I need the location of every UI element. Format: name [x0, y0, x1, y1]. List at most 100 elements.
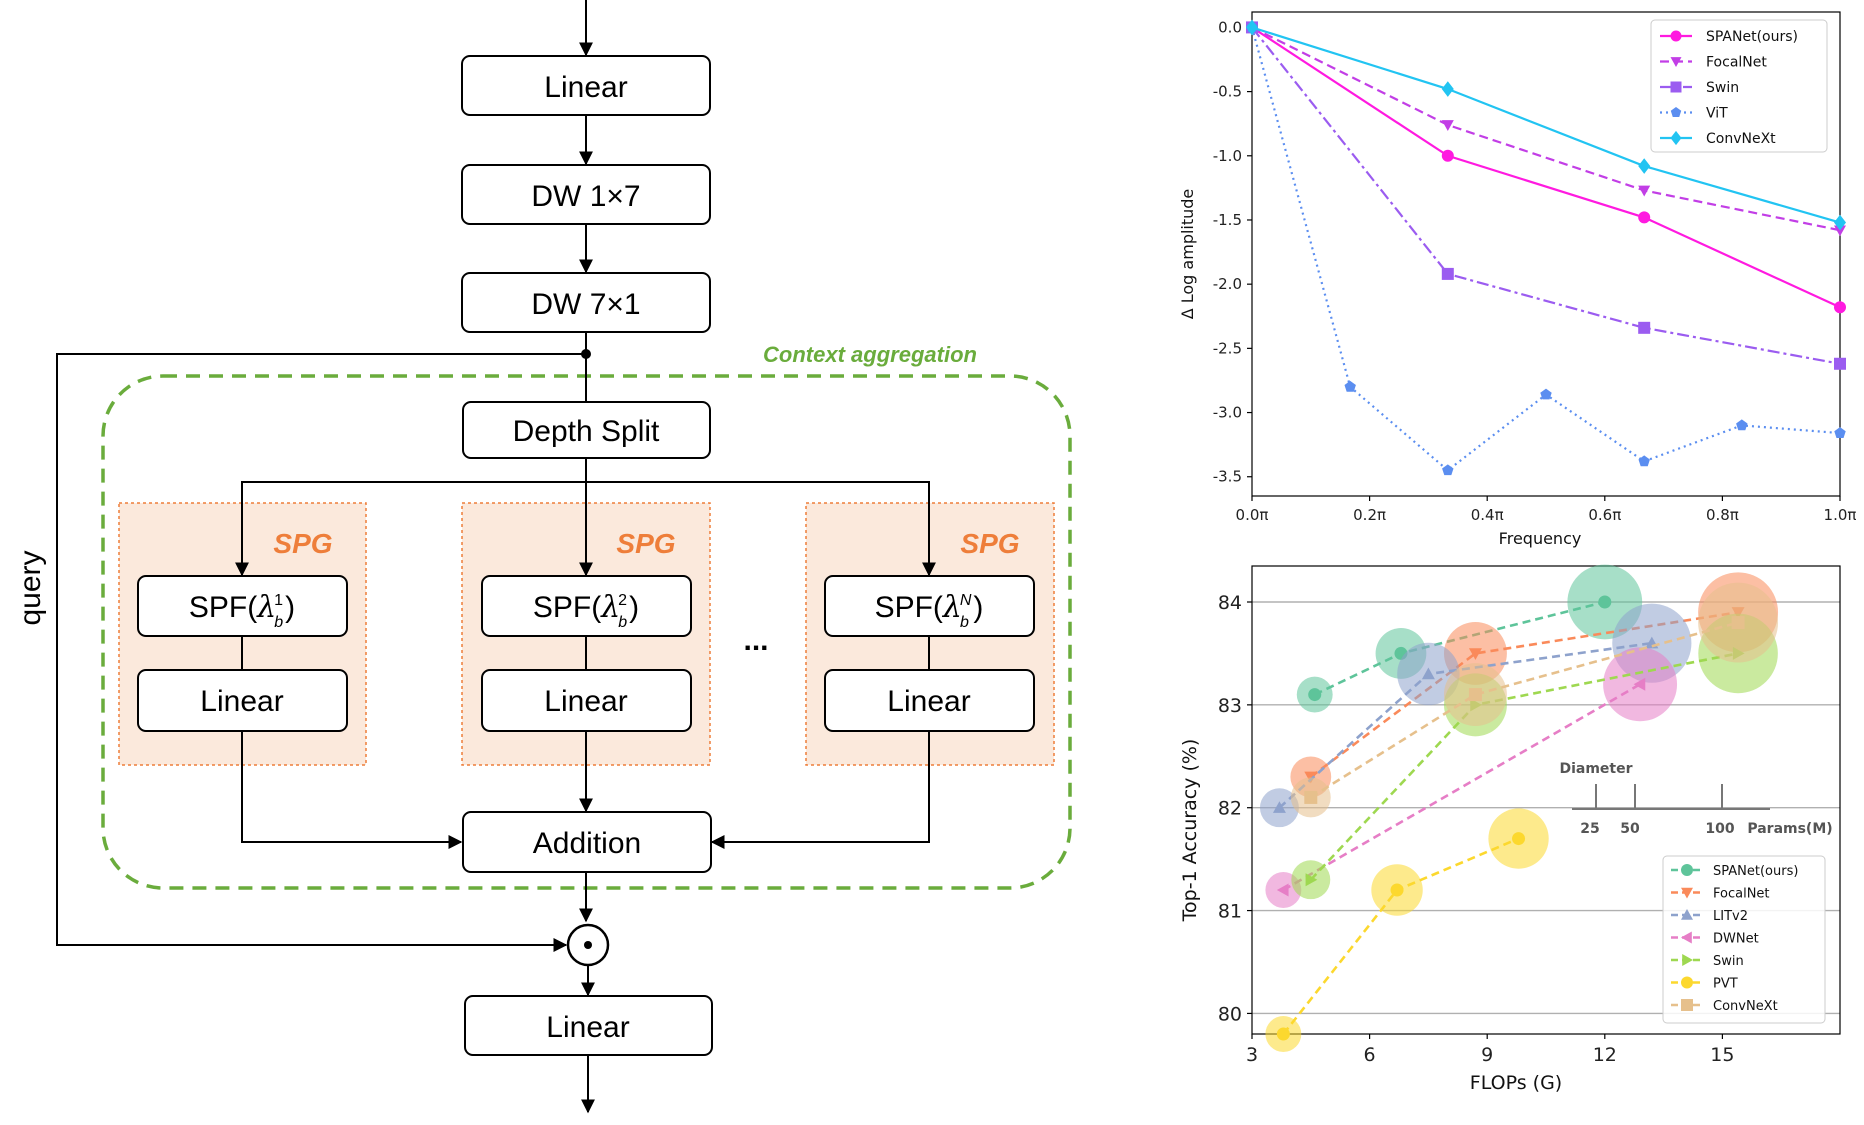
chart2-point: [1421, 667, 1435, 680]
frequency-amplitude-chart: 0.0 -0.5 -1.0 -1.5 -2.0 -2.5 -3.0 -3.5 0.0π 0.2π 0…: [1178, 11, 1857, 548]
size-legend-label: 100: [1705, 821, 1734, 837]
chart1-line: [1251, 26, 1841, 224]
chart2-legend-marker: [1681, 999, 1693, 1011]
chart1-point: [1834, 301, 1846, 314]
linear-bottom-label: Linear: [546, 1011, 629, 1044]
chart2-legend-label: FocalNet: [1713, 887, 1770, 902]
spg-label-1: SPG: [273, 528, 332, 559]
chart1-line: [1251, 26, 1841, 365]
chart2-point: [1468, 688, 1482, 702]
branch-linear-label-3: Linear: [887, 685, 970, 718]
chart1-ytick-label: -2.5: [1213, 339, 1242, 357]
chart1-point: [1638, 455, 1650, 467]
chart1-point: [1638, 185, 1651, 197]
arrow-branch-1-to-addition: [241, 731, 463, 849]
chart2-legend-marker: [1681, 864, 1693, 876]
chart2-point: [1276, 883, 1289, 897]
query-label: query: [14, 550, 47, 625]
chart1-legend: SPANet(ours) FocalNet Swin ViT ConvNeXt: [1650, 19, 1828, 153]
chart1-xtick-label: 0.2π: [1353, 506, 1386, 524]
chart2-xtick-label: 12: [1593, 1044, 1617, 1066]
context-aggregation-label: Context aggregation: [763, 342, 977, 367]
chart2-ytick-label: 80: [1218, 1003, 1242, 1025]
chart1-legend-marker: [1670, 30, 1682, 42]
chart1-xtick-label: 1.0π: [1824, 506, 1857, 524]
chart1-ytick-label: -1.0: [1213, 147, 1242, 165]
chart1-legend-label: SPANet(ours): [1706, 29, 1798, 45]
chart2-legend-label: LITv2: [1713, 909, 1748, 924]
chart2-legend: SPANet(ours) FocalNet LITv2 DWNet Swin PVT Con…: [1662, 855, 1826, 1024]
chart1-point: [1441, 81, 1454, 97]
chart2-ytick-label: 83: [1218, 695, 1242, 717]
size-legend-unit: Params(M): [1747, 821, 1832, 837]
chart2-point: [1633, 677, 1646, 691]
chart1-point: [1442, 464, 1454, 476]
chart2-xtick-label: 3: [1246, 1044, 1258, 1066]
flops-accuracy-chart: 80 81 82 83 84 3 6 9 12 15 FLOPs (G) Top-1 Accuracy…: [1179, 564, 1841, 1094]
chart2-point: [1272, 801, 1286, 813]
chart1-ytick-label: 0.0: [1218, 18, 1242, 36]
chart1-point: [1441, 120, 1454, 131]
chart1-legend-label: FocalNet: [1706, 55, 1767, 71]
spf-label-2: SPF(: [533, 591, 601, 624]
chart1-xtick-label: 0.4π: [1471, 506, 1504, 524]
chart2-ytick-label: 82: [1218, 798, 1242, 820]
chart1-legend-marker: [1670, 81, 1682, 93]
chart1-xlabel: Frequency: [1499, 529, 1582, 548]
spf-box-2: SPF(λb 2): [481, 575, 692, 637]
arrow-split-to-branch-3: [586, 481, 936, 577]
chart2-series-ConvNeXt: [1290, 582, 1779, 818]
chart1-ytick-label: -2.0: [1213, 275, 1242, 293]
svg-text:SPF(λbN): SPF(λbN): [875, 590, 984, 631]
linear-top-box: Linear: [461, 55, 711, 116]
size-legend-label: 50: [1620, 821, 1640, 837]
chart1-ytick-label: -3.5: [1213, 468, 1242, 486]
addition-box: Addition: [462, 811, 712, 873]
lambda-sup-1: 1: [274, 592, 283, 609]
branch-linear-3: Linear: [824, 669, 1035, 732]
chart1-series-SPANet(ours): [1246, 21, 1846, 314]
chart2-legend-marker: [1681, 909, 1693, 920]
chart2-point: [1390, 883, 1404, 897]
lambda-sup-3: N: [960, 592, 972, 609]
dw7x1-label: DW 7×1: [531, 288, 640, 321]
depth-split-box: Depth Split: [462, 401, 711, 459]
spf-close-2: ): [629, 591, 639, 624]
chart2-point: [1304, 790, 1318, 804]
lambda-2: λ: [600, 590, 620, 625]
size-legend-label: 25: [1580, 821, 1599, 837]
spf-close-3: ): [973, 591, 983, 624]
architecture-diagram: Context aggregation SPG SPG SPG query: [14, 0, 1072, 1114]
chart1-point: [1834, 427, 1846, 438]
branch-linear-1: Linear: [137, 669, 348, 732]
query-path: [56, 353, 586, 952]
lambda-sub-2: b: [618, 614, 627, 631]
chart2-legend-marker: [1681, 931, 1692, 944]
chart2-ytick-label: 81: [1218, 901, 1242, 923]
spg-label-2: SPG: [616, 528, 675, 559]
chart2-frame: [1251, 565, 1841, 1035]
chart1-point: [1638, 158, 1651, 174]
svg-text:SPF(λb2): SPF(λb 2): [533, 590, 639, 631]
spf-label-1: SPF(: [189, 591, 257, 624]
lambda-3: λ: [942, 590, 962, 625]
chart1-point: [1834, 357, 1846, 370]
chart2-point: [1598, 595, 1612, 609]
chart1-ytick-label: -1.5: [1213, 211, 1242, 229]
chart2-legend-label: PVT: [1713, 977, 1738, 992]
branch-linear-label-1: Linear: [200, 685, 283, 718]
chart2-xtick-label: 6: [1364, 1044, 1376, 1066]
chart2-series-DWNet: [1265, 647, 1678, 908]
chart2-point: [1305, 873, 1318, 887]
chart2-legend-marker: [1682, 954, 1693, 966]
branch-linear-label-2: Linear: [544, 685, 627, 718]
chart2-legend-label: SPANet(ours): [1713, 864, 1798, 879]
lambda-sub-3: b: [960, 614, 969, 631]
chart1-xtick-label: 0.6π: [1588, 506, 1621, 524]
linear-bottom-box: Linear: [464, 995, 713, 1056]
chart1-legend-label: ViT: [1706, 106, 1728, 122]
multiply-dot: [584, 941, 592, 949]
arrow-split-to-branch-1: [235, 481, 586, 577]
branch-ellipsis: ...: [743, 624, 768, 657]
chart1-point: [1638, 211, 1651, 224]
